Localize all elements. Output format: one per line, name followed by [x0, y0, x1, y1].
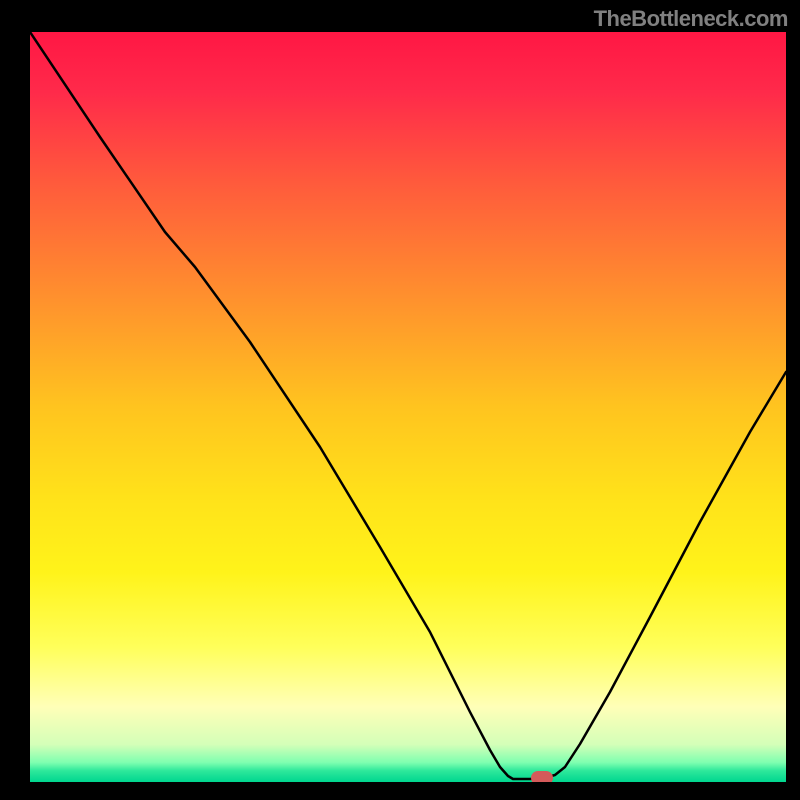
curve-path [30, 32, 786, 779]
bottleneck-curve [30, 32, 786, 782]
optimal-point-marker [531, 771, 553, 782]
plot-area [30, 32, 786, 782]
watermark-text: TheBottleneck.com [594, 6, 788, 32]
chart-container: TheBottleneck.com [0, 0, 800, 800]
